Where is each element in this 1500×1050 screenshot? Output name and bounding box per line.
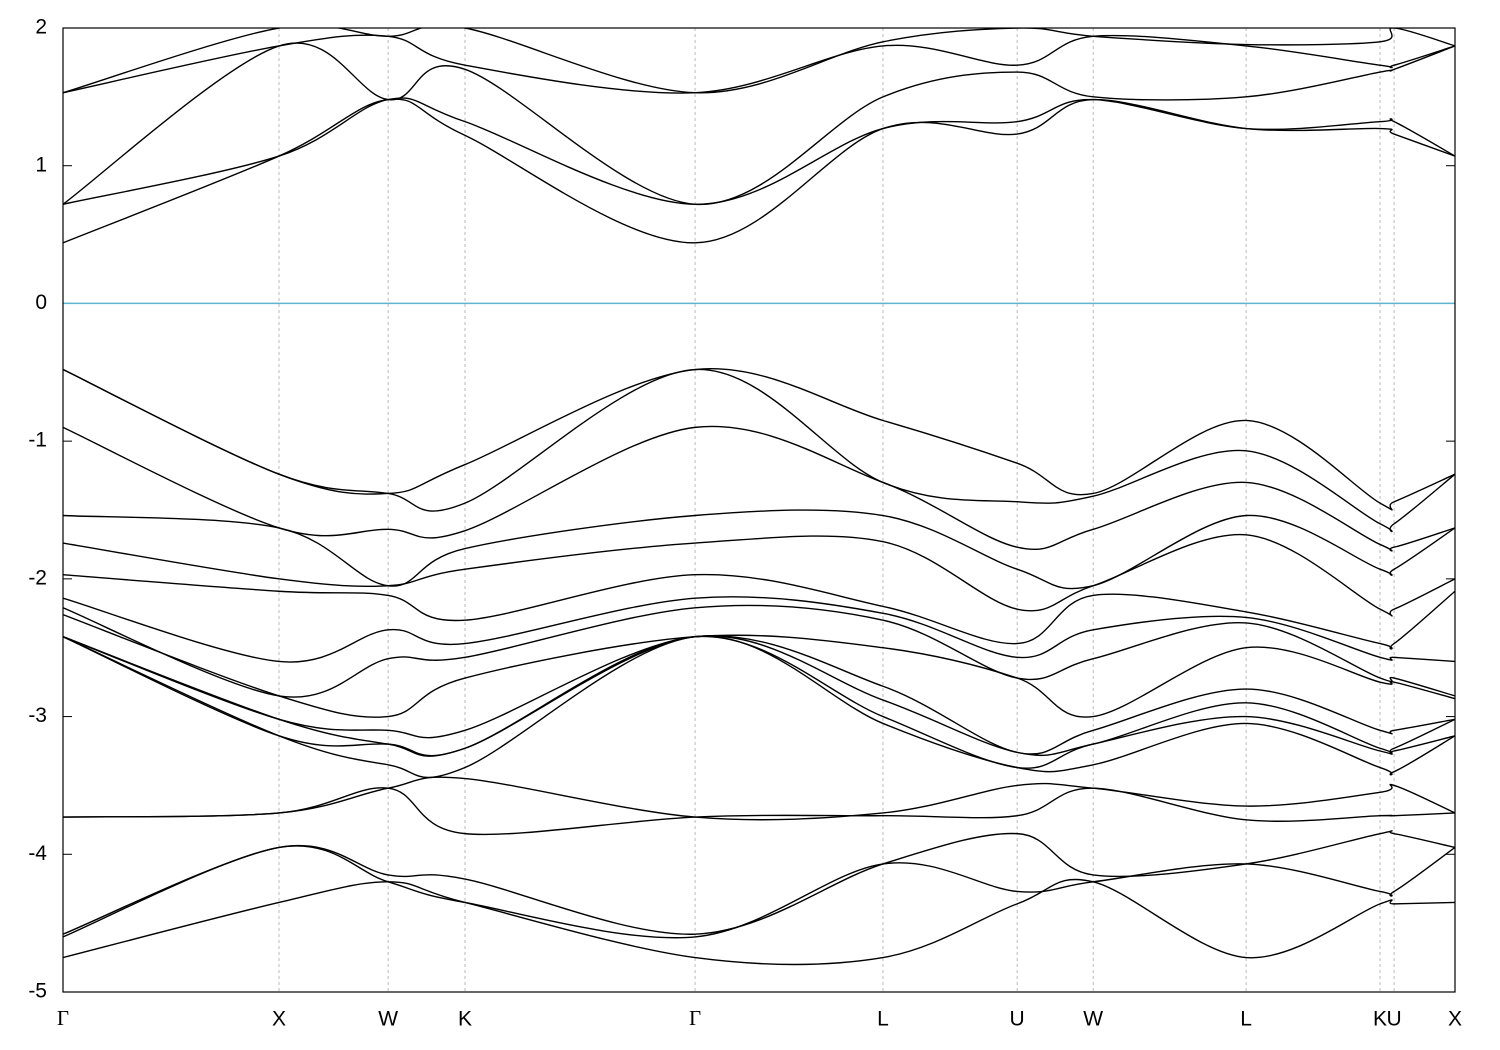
band-line	[63, 368, 1455, 511]
band-line	[63, 614, 1455, 718]
band-line	[63, 787, 1455, 836]
band-line	[63, 34, 1455, 94]
band-line	[63, 830, 1455, 935]
band-line	[63, 42, 1455, 205]
band-line	[63, 98, 1455, 244]
band-line	[63, 845, 1455, 939]
band-line	[63, 509, 1455, 590]
y-tick-label: 1	[35, 153, 47, 176]
plot-frame	[62, 27, 1456, 993]
x-tick-label: Γ	[57, 1006, 69, 1030]
band-line	[63, 28, 1455, 94]
band-line	[63, 368, 1455, 533]
x-tick-label: L	[1240, 1008, 1252, 1031]
band-line	[63, 573, 1455, 650]
y-tick-label: -3	[28, 704, 47, 727]
x-tick-label: K	[1373, 1008, 1387, 1031]
band-line	[63, 635, 1455, 755]
x-tick-label: U	[1386, 1008, 1401, 1031]
x-tick-label: L	[877, 1008, 889, 1031]
band-line	[63, 635, 1455, 779]
band-line	[63, 776, 1455, 821]
x-tick-label: W	[378, 1008, 398, 1031]
x-tick-label: X	[1448, 1008, 1462, 1031]
band-line	[63, 878, 1455, 966]
y-tick-label: 0	[35, 291, 47, 314]
band-line	[63, 635, 1455, 769]
band-line	[63, 596, 1455, 663]
x-tick-label: K	[458, 1008, 472, 1031]
y-tick-label: -4	[28, 842, 47, 865]
band-line	[63, 533, 1455, 617]
x-tick-label: Γ	[689, 1006, 701, 1030]
band-line	[63, 425, 1455, 552]
x-tick-label: X	[272, 1008, 286, 1031]
x-tick-label: U	[1010, 1008, 1025, 1031]
x-tick-label: W	[1083, 1008, 1103, 1031]
band-line	[63, 635, 1455, 757]
y-tick-label: -1	[28, 429, 47, 452]
y-tick-label: -5	[28, 980, 47, 1003]
band-line	[63, 604, 1455, 698]
y-tick-label: -2	[28, 566, 47, 589]
y-tick-label: 2	[35, 16, 47, 39]
